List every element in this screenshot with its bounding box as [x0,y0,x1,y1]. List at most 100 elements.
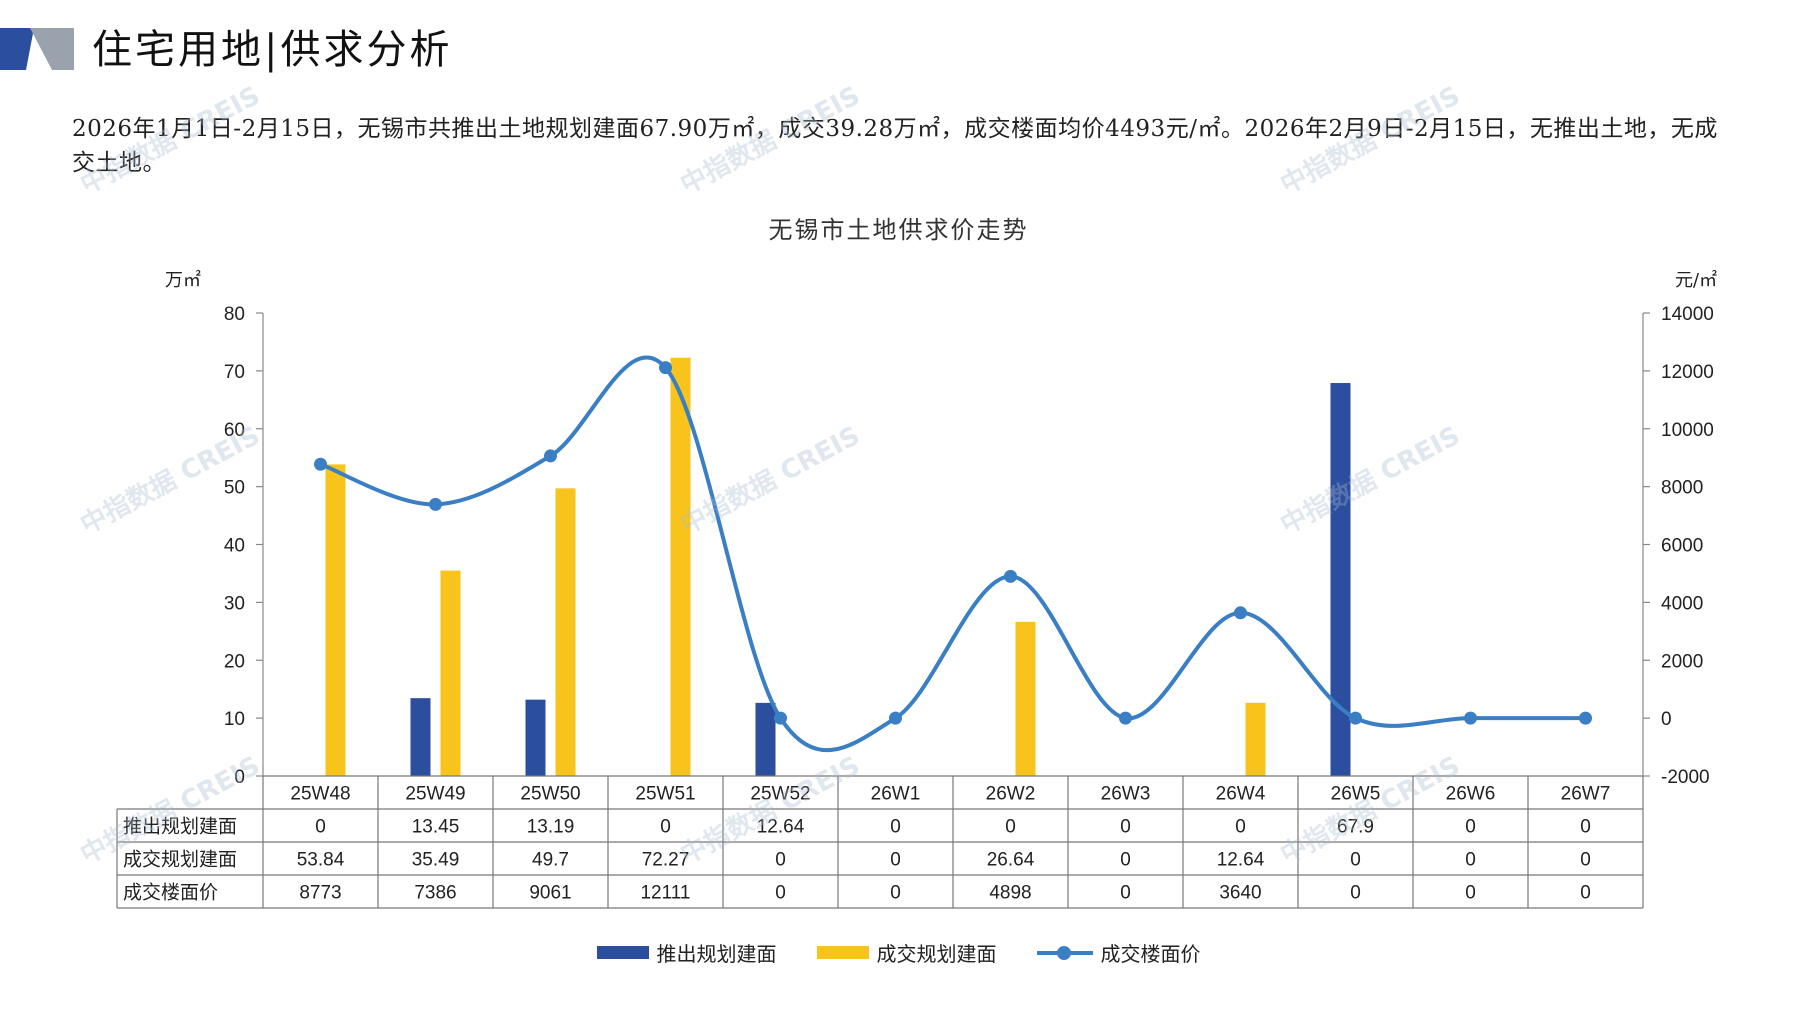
table-cell: 0 [1580,817,1591,838]
right-tick-label: 14000 [1661,304,1714,325]
table-cell: 13.45 [412,817,460,838]
legend-item-supply[interactable]: 推出规划建面 [596,938,777,967]
supply-bar [410,698,431,776]
table-cell: 0 [1350,883,1361,904]
price-point [314,457,327,471]
left-tick-label: 80 [224,304,245,325]
table-row-header: 成交楼面价 [123,882,218,904]
price-point [1464,711,1477,725]
deal-bar [1015,621,1036,776]
table-cell: 49.7 [532,850,569,871]
deal-bar [555,488,576,776]
table-cell: 0 [1235,817,1246,838]
right-tick-label: -2000 [1661,767,1710,788]
right-tick-label: 2000 [1661,651,1703,672]
legend-item-price[interactable]: 成交楼面价 [1036,938,1201,967]
price-point [1579,711,1592,725]
x-tick-label: 26W1 [871,784,921,805]
table-cell: 67.9 [1337,817,1374,838]
chart-title: 无锡市土地供求价走势 [768,216,1029,244]
table-cell: 26.64 [987,850,1035,871]
price-point [1004,569,1017,583]
table-cell: 0 [1580,883,1591,904]
table-cell: 53.84 [297,850,345,871]
supply-bar [1330,383,1351,776]
right-axis-unit: 元/㎡ [1675,270,1718,291]
table-cell: 72.27 [642,850,690,871]
deal-bar [670,357,691,776]
table-cell: 0 [1580,850,1591,871]
right-tick-label: 12000 [1661,362,1714,383]
x-tick-label: 25W52 [750,784,810,805]
price-point [1349,711,1362,725]
price-point [774,711,787,725]
table-row-header: 成交规划建面 [123,849,237,871]
table-cell: 12111 [640,883,690,904]
left-tick-label: 70 [224,362,245,383]
x-tick-label: 25W48 [290,784,350,805]
x-tick-label: 26W4 [1216,784,1266,805]
left-tick-label: 20 [224,651,245,672]
table-cell: 0 [890,883,901,904]
summary-text: 2026年1月1日-2月15日，无锡市共推出土地规划建面67.90万㎡，成交39… [72,116,1718,176]
x-tick-label: 26W2 [986,784,1036,805]
x-tick-label: 26W7 [1561,784,1611,805]
table-cell: 35.49 [412,850,460,871]
x-tick-label: 26W6 [1446,784,1496,805]
right-tick-label: 6000 [1661,536,1703,557]
table-cell: 0 [1465,850,1476,871]
table-cell: 0 [1465,817,1476,838]
table-cell: 0 [1120,850,1131,871]
price-point [1119,711,1132,725]
table-cell: 0 [775,850,786,871]
left-tick-label: 30 [224,593,245,614]
right-tick-label: 8000 [1661,478,1703,499]
deal-bar [1245,702,1266,776]
price-line-swatch [1036,944,1093,962]
table-cell: 9061 [529,883,571,904]
x-tick-label: 25W49 [405,784,465,805]
deal-bar [440,570,461,776]
price-point [544,449,557,463]
table-cell: 0 [1465,883,1476,904]
chart-legend: 推出规划建面 成交规划建面 成交楼面价 [0,938,1797,967]
left-tick-label: 10 [224,709,245,730]
x-tick-label: 26W5 [1331,784,1381,805]
supply-swatch [596,946,649,959]
left-tick-label: 0 [234,767,245,788]
legend-label: 推出规划建面 [656,942,777,966]
price-point [889,711,902,725]
left-tick-label: 50 [224,478,245,499]
legend-label: 成交楼面价 [1100,942,1201,966]
table-cell: 3640 [1219,883,1261,904]
table-cell: 12.64 [757,817,805,838]
page-header: 住宅用地|供求分析 [0,22,1797,82]
left-axis-unit: 万㎡ [165,270,201,291]
deal-bar [325,464,346,776]
brand-logo-icon [0,28,74,70]
table-cell: 4898 [989,883,1031,904]
left-tick-label: 40 [224,536,245,557]
price-point [659,361,672,375]
table-cell: 7386 [414,883,456,904]
table-row-header: 推出规划建面 [123,816,237,838]
table-cell: 12.64 [1217,850,1265,871]
legend-item-deal[interactable]: 成交规划建面 [816,938,997,967]
table-cell: 0 [775,883,786,904]
left-tick-label: 60 [224,420,245,441]
table-cell: 0 [890,817,901,838]
table-cell: 0 [660,817,671,838]
table-cell: 0 [1350,850,1361,871]
page-title: 住宅用地|供求分析 [92,27,453,73]
supply-bar [755,702,776,776]
table-cell: 0 [1005,817,1016,838]
price-point [429,497,442,511]
right-tick-label: 0 [1661,709,1672,730]
table-cell: 0 [315,817,326,838]
x-tick-label: 25W51 [635,784,695,805]
table-cell: 0 [890,850,901,871]
x-tick-label: 25W50 [520,784,580,805]
deal-swatch [816,946,869,959]
table-cell: 8773 [299,883,341,904]
